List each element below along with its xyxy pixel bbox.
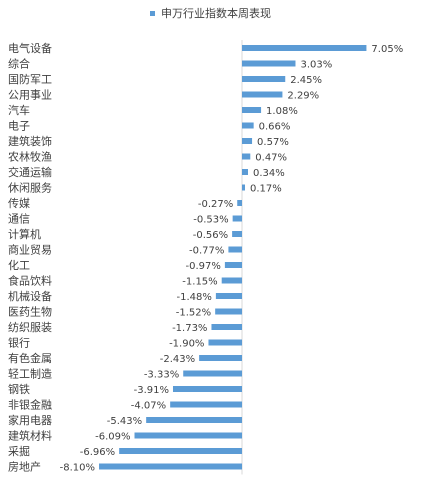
value-label: 1.08% [266, 106, 298, 117]
category-label: 电子 [8, 120, 30, 133]
value-label: -6.09% [95, 432, 130, 443]
value-label: 0.47% [255, 153, 287, 164]
category-label: 电气设备 [8, 41, 52, 55]
bar [224, 262, 242, 268]
bar [215, 293, 242, 299]
bar [242, 138, 253, 144]
value-label: -2.43% [160, 354, 195, 365]
legend-label: 申万行业指数本周表现 [161, 7, 271, 20]
bar [119, 448, 242, 454]
value-label: -0.56% [193, 230, 228, 241]
bar [242, 153, 251, 160]
category-label: 国防军工 [8, 72, 52, 86]
bar [237, 200, 242, 206]
value-label: -8.10% [60, 463, 95, 474]
bar [183, 370, 242, 377]
bar [146, 417, 242, 423]
value-label: 0.57% [257, 137, 289, 148]
bar [242, 122, 254, 129]
category-label: 银行 [8, 336, 30, 350]
value-label: -5.43% [107, 416, 142, 427]
category-label: 家用电器 [8, 413, 52, 427]
category-label: 钢铁 [8, 383, 30, 396]
category-label: 建筑装饰 [8, 134, 52, 148]
bar [242, 169, 249, 175]
category-label: 房地产 [8, 460, 41, 474]
value-label: 0.66% [259, 122, 291, 133]
category-label: 轻工制造 [8, 367, 52, 381]
category-label: 食品饮料 [8, 274, 52, 288]
bar [228, 246, 242, 253]
category-label: 建筑材料 [8, 429, 52, 443]
value-label: -1.52% [176, 308, 211, 319]
bar [199, 355, 242, 361]
category-label: 公用事业 [8, 89, 52, 102]
category-label: 非银金融 [8, 398, 52, 412]
value-label: -1.15% [182, 277, 217, 288]
bar [242, 76, 286, 82]
category-label: 交通运输 [8, 165, 52, 179]
value-label: 2.45% [290, 75, 322, 86]
value-label: -1.73% [172, 323, 207, 334]
category-label: 有色金属 [8, 351, 52, 365]
value-label: 0.34% [253, 168, 285, 179]
legend-swatch [150, 10, 155, 16]
bar [221, 277, 242, 284]
bar [172, 386, 242, 392]
value-label: -0.27% [198, 199, 233, 210]
bar [134, 432, 242, 439]
bar [208, 339, 242, 346]
bar [242, 184, 246, 191]
category-label: 化工 [8, 258, 30, 272]
bar [232, 215, 242, 222]
bar [242, 45, 367, 51]
value-label: -3.33% [144, 370, 179, 381]
value-label: -0.97% [185, 261, 220, 272]
value-label: 7.05% [371, 44, 403, 55]
bar [242, 107, 262, 113]
value-label: -4.07% [131, 401, 166, 412]
bar [211, 324, 242, 330]
value-label: -1.90% [169, 339, 204, 350]
category-label: 休闲服务 [8, 181, 52, 195]
category-label: 农林牧渔 [8, 150, 52, 164]
bar [232, 231, 242, 237]
category-label: 医药生物 [8, 305, 52, 319]
value-label: -0.53% [193, 215, 228, 226]
bar [99, 463, 242, 470]
bar [242, 60, 296, 67]
chart-legend: 申万行业指数本周表现 [150, 6, 271, 20]
category-label: 纺织服装 [8, 320, 52, 334]
category-label: 综合 [8, 57, 30, 71]
bar [170, 401, 242, 408]
value-label: -6.96% [80, 447, 115, 458]
category-label: 计算机 [8, 227, 41, 241]
category-label: 采掘 [8, 444, 30, 458]
category-label: 机械设备 [8, 289, 52, 303]
value-label: -1.48% [176, 292, 211, 303]
category-label: 通信 [8, 213, 30, 226]
value-label: -3.91% [134, 385, 169, 396]
value-label: 2.29% [287, 91, 319, 102]
category-label: 传媒 [8, 197, 30, 210]
bar [242, 91, 283, 98]
category-label: 汽车 [8, 103, 30, 117]
category-label: 商业贸易 [8, 243, 52, 257]
value-label: -0.77% [189, 246, 224, 257]
value-label: 3.03% [300, 60, 332, 71]
bar [215, 308, 242, 315]
value-label: 0.17% [250, 184, 282, 195]
